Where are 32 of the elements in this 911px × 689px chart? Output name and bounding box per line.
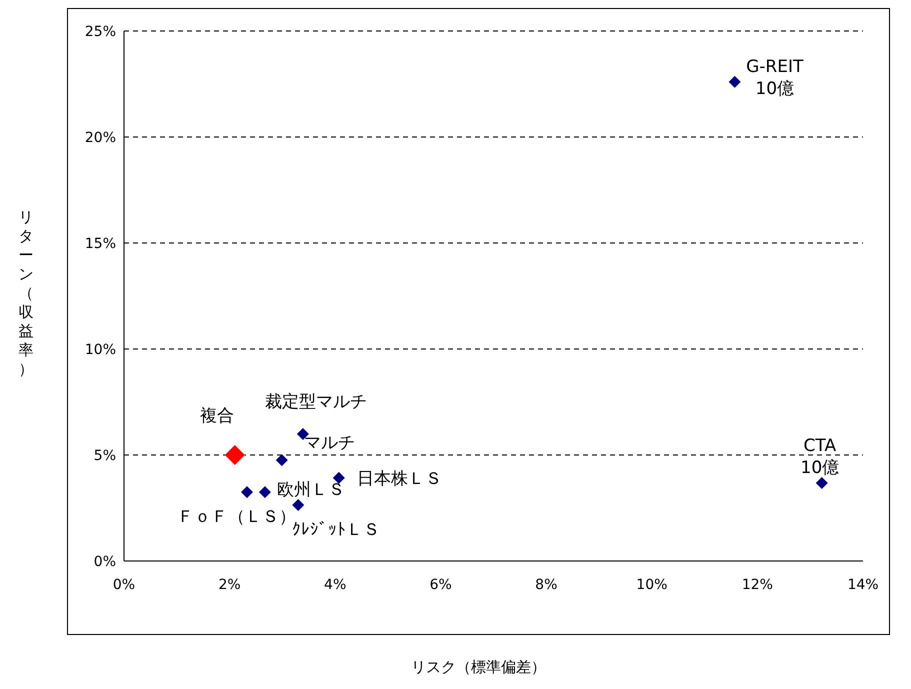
point <box>258 486 271 498</box>
x-tick-label: 14% <box>847 576 879 593</box>
point <box>224 445 245 465</box>
annotation: 日本株ＬＳ <box>356 468 442 489</box>
y-tick-label: 25% <box>84 24 116 40</box>
x-tick-label: 4% <box>324 576 346 593</box>
x-tick-label: 2% <box>218 576 241 593</box>
point <box>332 472 345 484</box>
annotation: CTA 10億 <box>800 436 840 478</box>
x-tick-label: 6% <box>430 576 452 593</box>
annotation: 複合 <box>200 406 234 426</box>
x-tick-label: 0% <box>112 576 136 593</box>
annotation: 裁定型マルチ <box>264 392 367 412</box>
point <box>816 476 828 489</box>
x-tick-label: 10% <box>636 576 668 593</box>
y-tick-label: 5% <box>94 448 116 464</box>
point <box>728 76 741 88</box>
point <box>276 454 288 466</box>
y-tick-label: 10% <box>84 342 116 358</box>
x-tick-label: 8% <box>535 576 558 593</box>
point <box>292 499 304 512</box>
annotation: G-REIT 10億 <box>746 56 804 99</box>
y-tick-label: 0% <box>94 554 116 570</box>
point <box>240 486 253 498</box>
annotation: 欧州ＬＳ <box>276 480 345 500</box>
x-axis-title: リスク（標準偏差） <box>410 658 547 677</box>
annotation: マルチ <box>304 433 355 454</box>
y-tick-label: 20% <box>84 130 116 146</box>
y-tick-label: 15% <box>84 236 116 252</box>
x-tick-label: 12% <box>742 576 773 593</box>
annotation: ｸﾚｼﾞｯﾄＬＳ <box>292 520 380 540</box>
text: リターン（収益率） <box>18 208 34 378</box>
